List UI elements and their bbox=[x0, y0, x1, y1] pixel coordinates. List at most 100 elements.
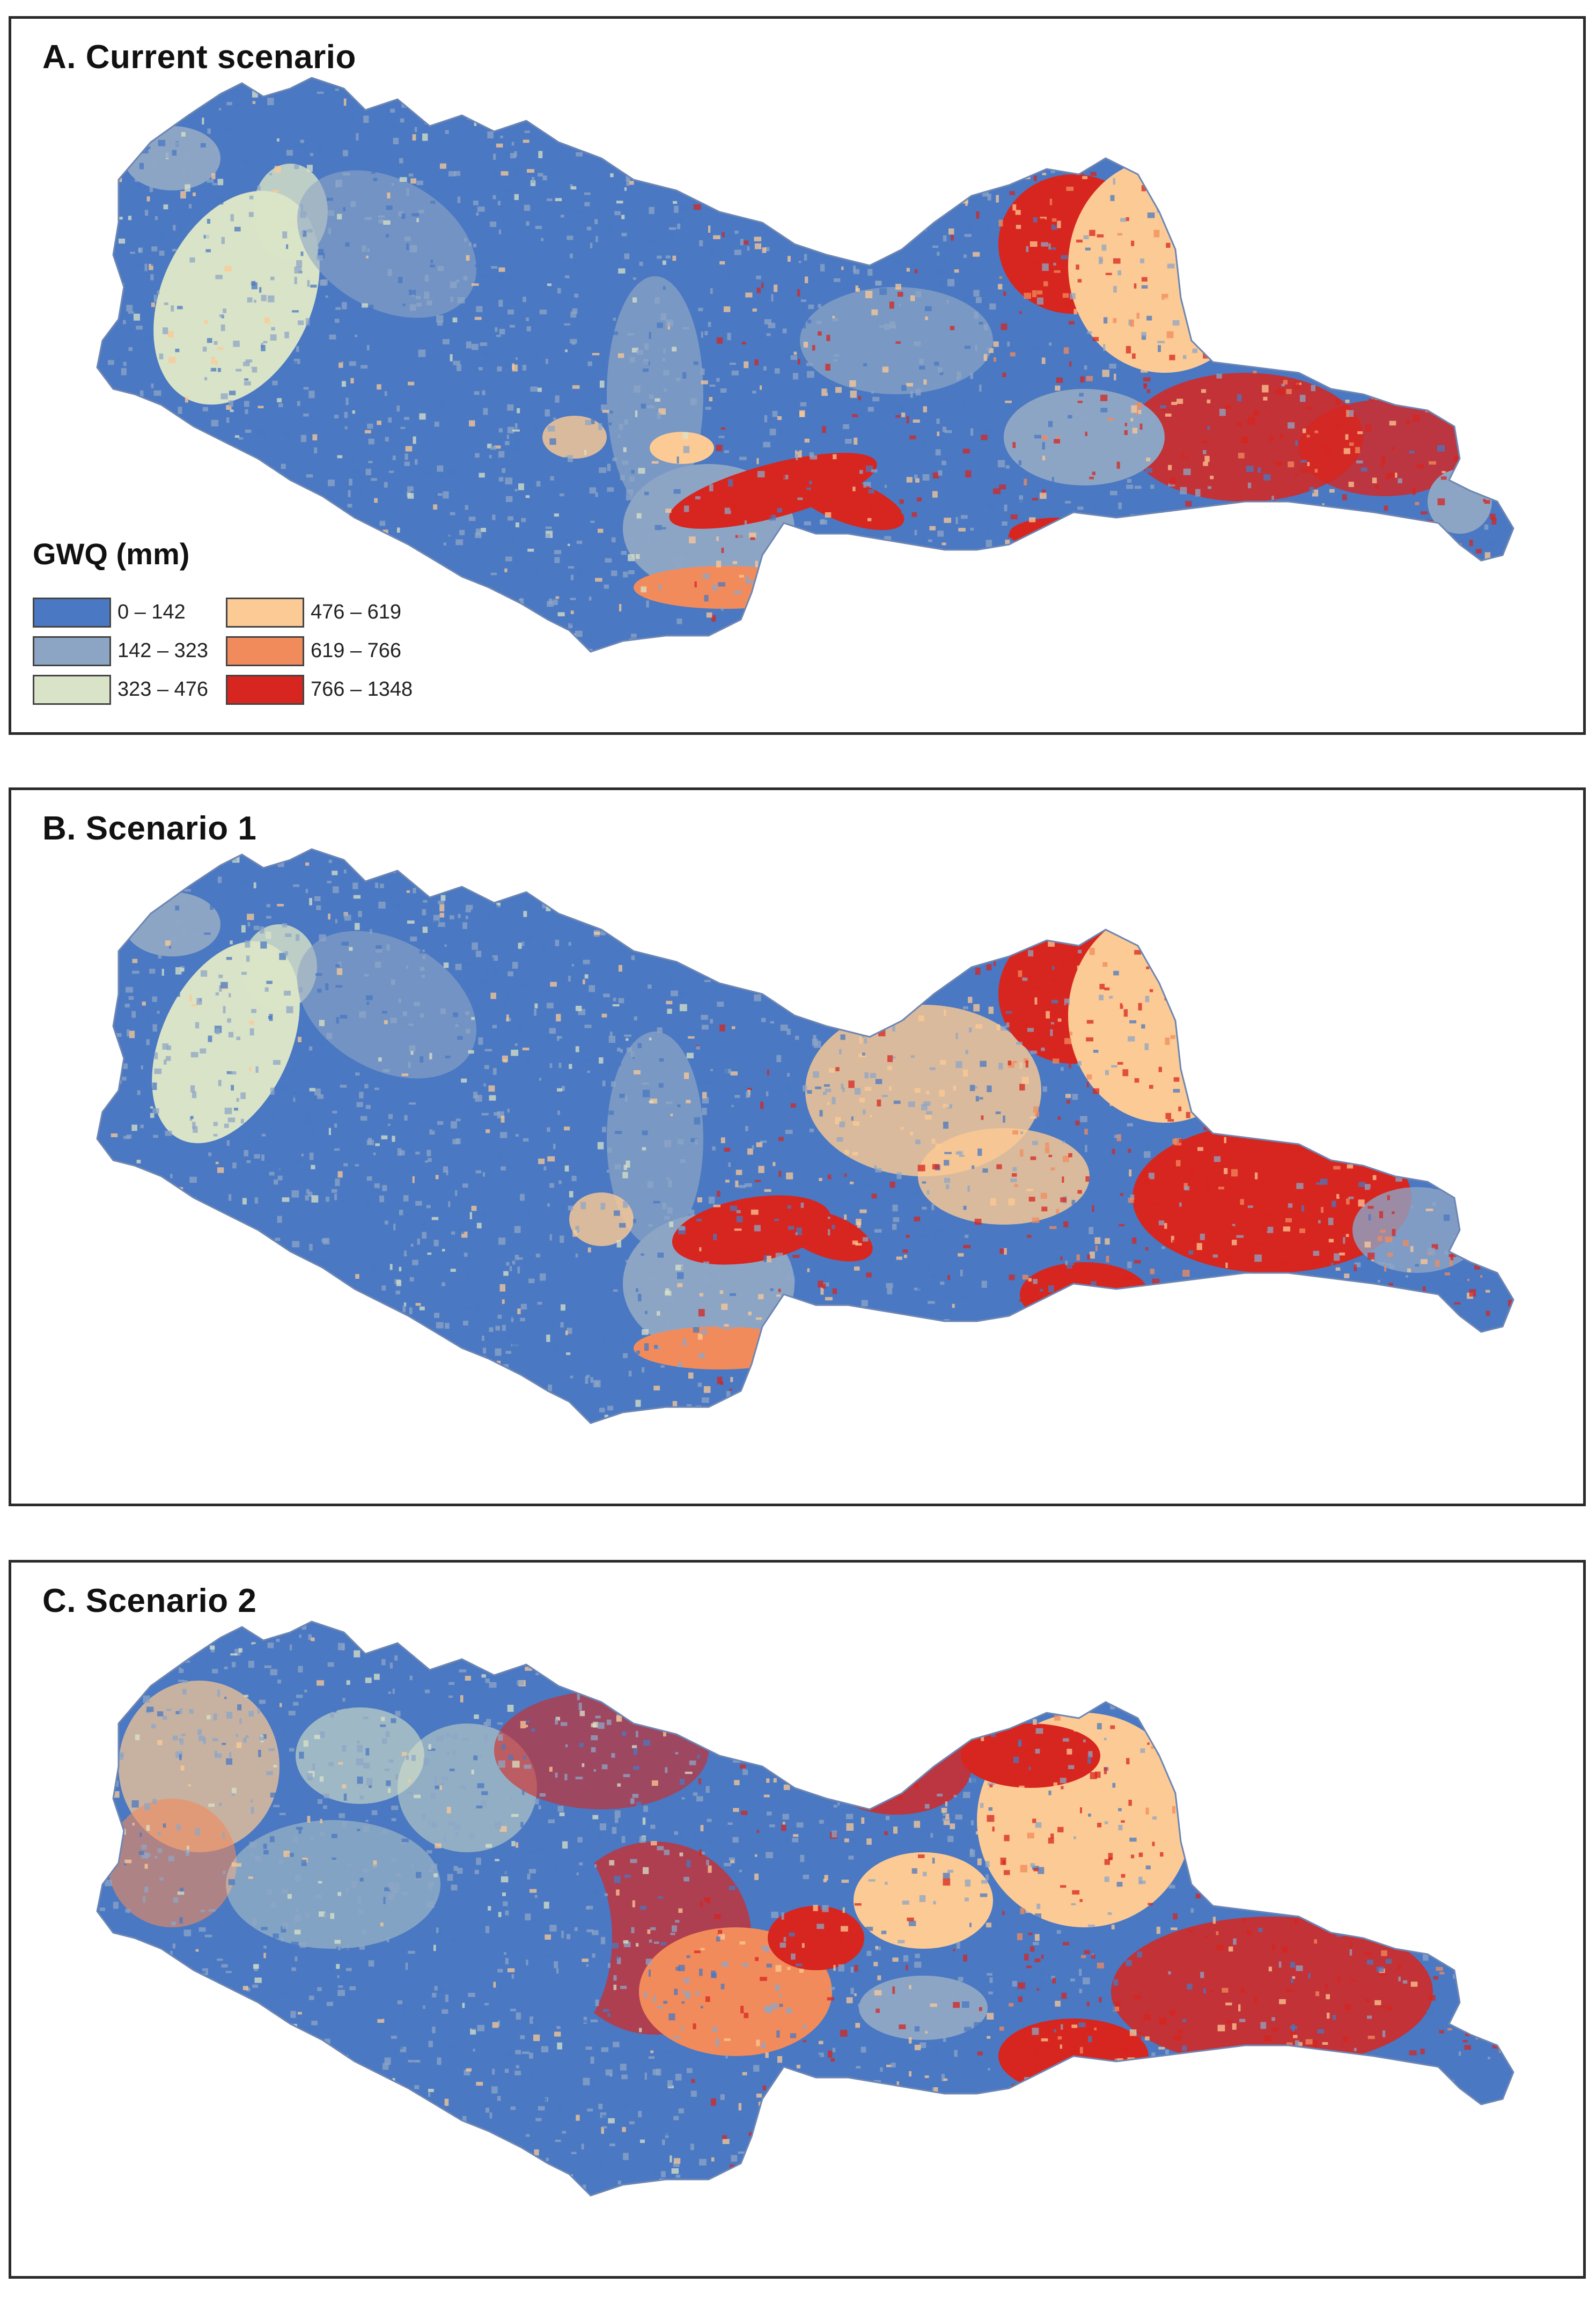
map-speckle bbox=[1197, 1147, 1203, 1151]
map-speckle bbox=[185, 184, 190, 192]
map-speckle bbox=[155, 216, 158, 220]
map-speckle bbox=[293, 1398, 296, 1403]
map-speckle bbox=[818, 1280, 823, 1288]
map-speckle bbox=[690, 398, 697, 406]
map-speckle bbox=[328, 210, 335, 216]
map-speckle bbox=[279, 953, 286, 960]
map-speckle bbox=[1240, 1393, 1245, 1397]
map-speckle bbox=[710, 247, 715, 254]
map-speckle bbox=[758, 1294, 764, 1300]
map-speckle bbox=[443, 962, 449, 968]
map-speckle bbox=[744, 361, 749, 369]
map-speckle bbox=[708, 1265, 710, 1272]
map-speckle bbox=[567, 598, 573, 605]
map-speckle bbox=[1396, 1135, 1402, 1140]
map-speckle bbox=[1123, 1009, 1128, 1017]
map-speckle bbox=[769, 917, 774, 924]
map-speckle bbox=[449, 915, 454, 919]
map-speckle bbox=[876, 147, 884, 152]
map-speckle bbox=[1042, 173, 1047, 175]
map-speckle bbox=[1001, 606, 1006, 608]
map-speckle bbox=[815, 619, 819, 626]
map-speckle bbox=[999, 484, 1006, 490]
map-speckle bbox=[450, 1269, 456, 1272]
map-speckle bbox=[807, 319, 812, 323]
map-speckle bbox=[140, 411, 145, 415]
map-speckle bbox=[760, 385, 762, 390]
map-speckle bbox=[123, 532, 129, 534]
map-speckle bbox=[467, 940, 472, 946]
map-speckle bbox=[350, 112, 356, 117]
map-speckle bbox=[1380, 902, 1384, 908]
map-speckle bbox=[638, 468, 645, 474]
map-speckle bbox=[649, 1100, 653, 1103]
map-speckle bbox=[482, 116, 485, 121]
map-speckle bbox=[997, 1360, 1000, 1365]
map-speckle bbox=[124, 1350, 131, 1356]
map-speckle bbox=[1302, 428, 1306, 433]
map-speckle bbox=[965, 1234, 969, 1238]
map-speckle bbox=[662, 358, 665, 362]
map-speckle bbox=[806, 132, 812, 137]
map-speckle bbox=[1380, 638, 1384, 644]
map-speckle bbox=[1130, 319, 1134, 327]
map-speckle bbox=[1041, 1206, 1048, 1212]
map-speckle bbox=[584, 450, 587, 455]
map-speckle bbox=[541, 238, 544, 241]
map-speckle bbox=[1126, 217, 1129, 222]
map-speckle bbox=[744, 181, 748, 186]
map-speckle bbox=[1461, 1063, 1468, 1068]
map-speckle bbox=[747, 1088, 752, 1091]
map-speckle bbox=[263, 341, 268, 344]
map-speckle bbox=[142, 524, 145, 529]
map-speckle bbox=[985, 429, 992, 434]
map-speckle bbox=[620, 1049, 623, 1053]
map-speckle bbox=[282, 1197, 290, 1202]
map-speckle bbox=[715, 892, 718, 898]
map-speckle bbox=[564, 1126, 570, 1131]
map-speckle bbox=[1165, 413, 1172, 417]
map-speckle bbox=[251, 1009, 256, 1013]
map-speckle bbox=[1121, 967, 1126, 974]
map-speckle bbox=[721, 1303, 728, 1310]
map-speckle bbox=[996, 1024, 1001, 1030]
map-speckle bbox=[339, 1305, 342, 1308]
map-speckle bbox=[1208, 486, 1212, 489]
map-speckle bbox=[696, 1219, 702, 1221]
map-speckle bbox=[602, 120, 610, 124]
map-speckle bbox=[1399, 134, 1405, 137]
map-speckle bbox=[482, 1335, 484, 1341]
map-speckle bbox=[754, 994, 761, 1001]
map-speckle bbox=[916, 853, 922, 860]
map-speckle bbox=[1338, 1038, 1342, 1043]
map-speckle bbox=[498, 477, 504, 482]
map-speckle bbox=[1176, 926, 1179, 931]
map-speckle bbox=[317, 1094, 323, 1099]
map-speckle bbox=[608, 223, 614, 230]
map-speckle bbox=[1484, 500, 1490, 504]
map-speckle bbox=[728, 479, 733, 487]
map-speckle bbox=[463, 1377, 467, 1380]
map-speckle bbox=[697, 926, 702, 932]
map-speckle bbox=[440, 895, 446, 901]
map-speckle bbox=[1395, 1176, 1402, 1182]
map-speckle bbox=[1029, 517, 1036, 522]
map-speckle bbox=[1253, 915, 1256, 919]
map-speckle bbox=[669, 1221, 673, 1227]
map-speckle bbox=[570, 598, 576, 600]
map-speckle bbox=[793, 351, 797, 355]
map-speckle bbox=[723, 473, 729, 476]
map-speckle bbox=[773, 1206, 779, 1210]
map-speckle bbox=[176, 918, 182, 925]
map-speckle bbox=[969, 949, 974, 956]
map-speckle bbox=[877, 144, 882, 151]
map-speckle bbox=[1084, 132, 1088, 137]
map-speckle bbox=[548, 642, 551, 646]
map-speckle bbox=[1165, 907, 1172, 911]
map-speckle bbox=[598, 87, 605, 92]
map-speckle bbox=[277, 904, 284, 907]
map-speckle bbox=[444, 944, 447, 947]
map-speckle bbox=[1328, 1331, 1334, 1335]
map-speckle bbox=[1072, 1094, 1078, 1100]
map-speckle bbox=[496, 902, 501, 908]
